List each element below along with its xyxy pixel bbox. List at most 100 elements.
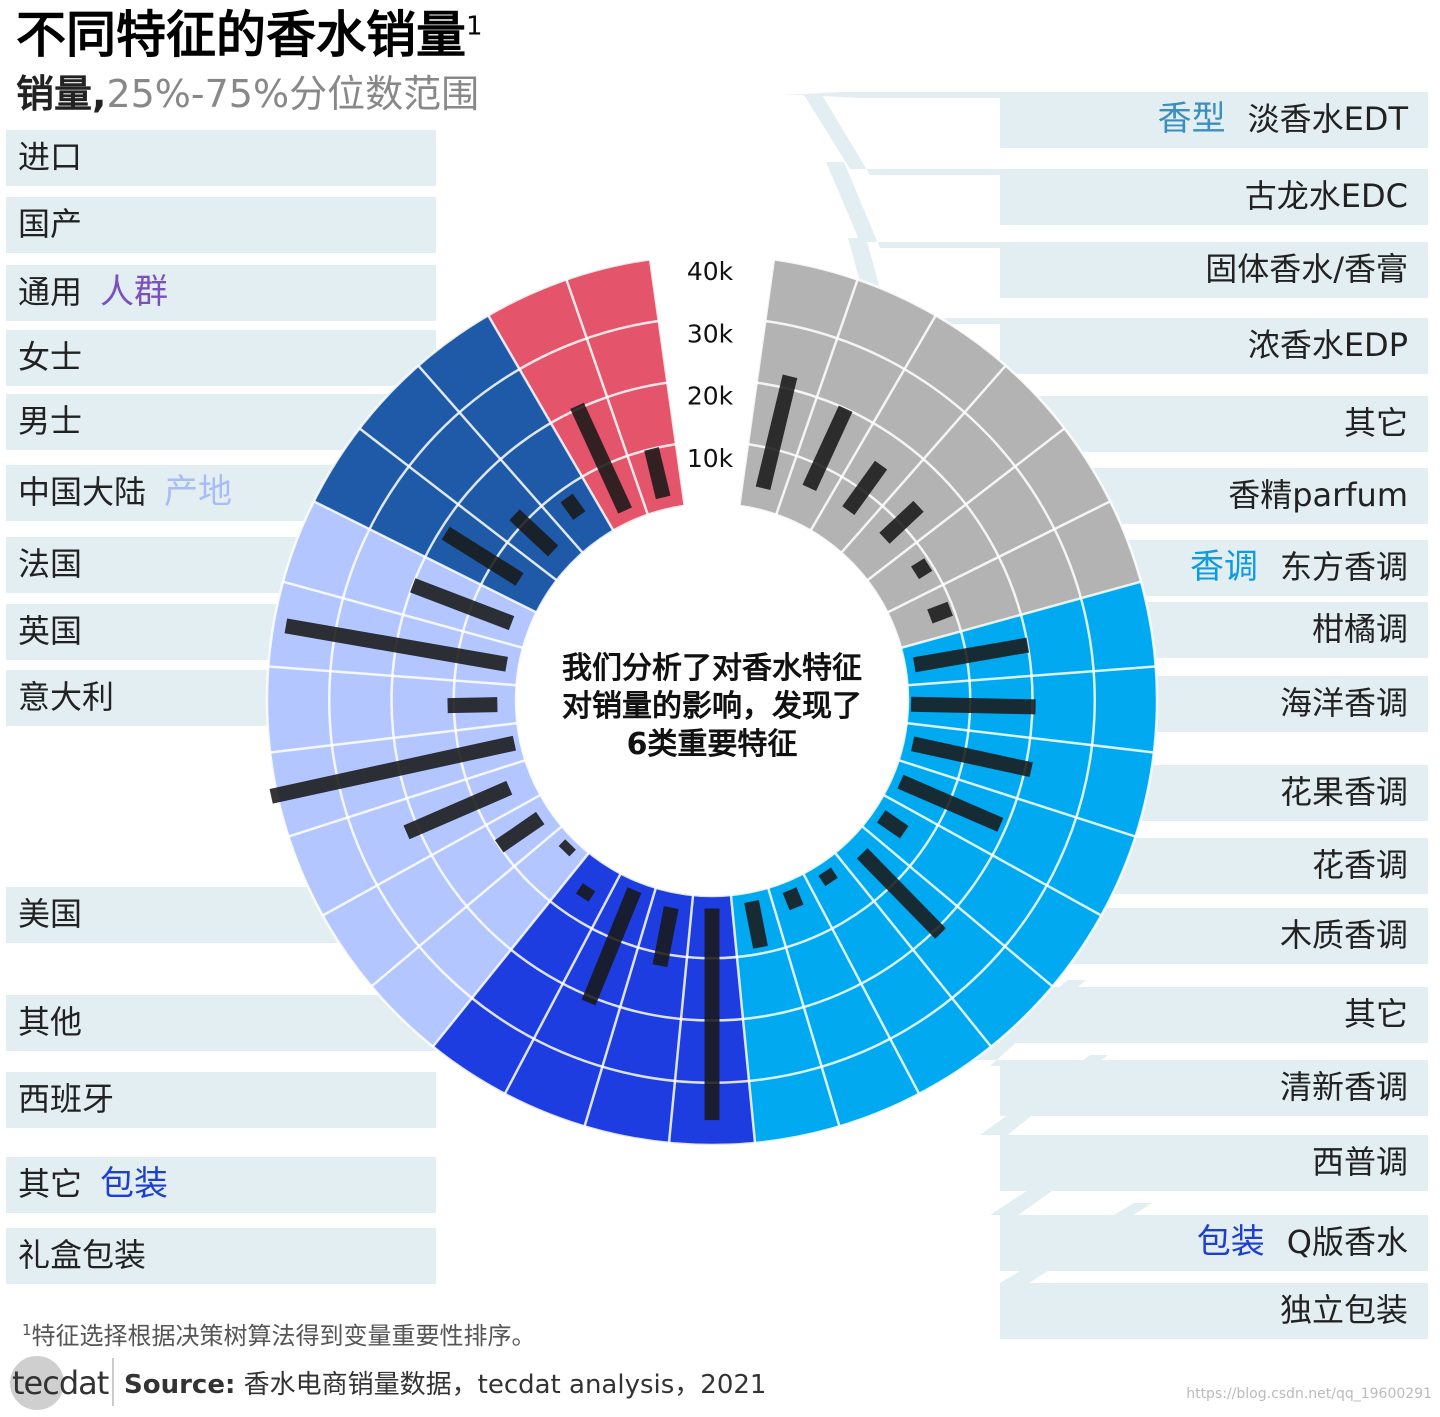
category-label: 独立包装 (1280, 1291, 1408, 1329)
axis-tick-label: 40k (687, 257, 734, 286)
label-band (1000, 242, 1428, 298)
category-label: Q版香水 (1287, 1223, 1408, 1261)
category-label: 通用 (18, 273, 82, 311)
grid-spoke (322, 793, 542, 917)
grid-ring (514, 504, 910, 898)
grid-spoke (431, 851, 591, 1048)
label-band (6, 995, 436, 1051)
grid-spoke (417, 364, 584, 554)
label-band (1000, 987, 1428, 1043)
grid-spoke (766, 887, 841, 1127)
category-label: 中国大陆 (18, 473, 146, 511)
range-bars (269, 374, 1036, 1121)
footnote: 1特征选择根据决策树算法得到变量重要性排序。 (22, 1321, 536, 1350)
category-label: 西班牙 (18, 1080, 114, 1118)
grid-spoke (861, 825, 1054, 988)
grid-spoke (898, 758, 1136, 838)
category-label: 西普调 (1312, 1143, 1408, 1181)
label-leader (1000, 1203, 1428, 1289)
grid-spoke (906, 721, 1155, 754)
category-label: 花香调 (1312, 846, 1408, 884)
grid-spoke (282, 580, 524, 650)
category-label: 美国 (18, 895, 82, 933)
category-label: 清新香调 (1280, 1068, 1408, 1106)
label-band (6, 265, 436, 321)
group-tag-label: 包装 (100, 1164, 168, 1204)
category-label: 进口 (18, 138, 82, 176)
range-bar (509, 509, 559, 557)
range-bar (581, 887, 642, 1006)
range-bar (755, 374, 798, 491)
grid-spoke (833, 851, 993, 1048)
category-label: 柑橘调 (1312, 610, 1408, 648)
range-bar (856, 848, 946, 939)
label-band (1000, 1283, 1428, 1339)
center-text-line: 我们分析了对香水特征 (562, 651, 862, 686)
sector (803, 852, 992, 1094)
grid-ring (265, 258, 1159, 1147)
label-band (1000, 169, 1428, 225)
range-bar (897, 774, 1004, 832)
range-bar (644, 447, 671, 500)
range-bar (911, 558, 933, 580)
range-bar (494, 811, 545, 853)
grid-spoke (886, 500, 1111, 614)
category-label: 海洋香调 (1280, 684, 1408, 722)
logo-divider (112, 1358, 114, 1406)
range-bar (879, 500, 924, 544)
category-label: 其他 (18, 1003, 82, 1041)
center-text-line: 对销量的影响，发现了 (562, 689, 862, 724)
grid-spoke (565, 279, 650, 516)
category-label: 东方香调 (1280, 548, 1408, 586)
grid-spoke (268, 665, 517, 687)
sector (418, 315, 614, 553)
category-label: 花果香调 (1280, 773, 1408, 811)
label-leader (990, 1135, 1428, 1221)
label-band (6, 330, 436, 386)
axis-tick-label: 20k (687, 382, 734, 411)
range-bar (447, 697, 498, 714)
grid-spoke (648, 259, 686, 507)
range-bar (558, 839, 576, 857)
grid-spoke (503, 872, 622, 1095)
axis-tick-label: 30k (687, 319, 734, 348)
page-subtitle: 销量,25%-75%分位数范围 (16, 72, 480, 116)
group-tag-label: 包装 (1197, 1222, 1265, 1262)
range-bar (410, 578, 515, 631)
grid-spoke (269, 721, 518, 754)
grid-spoke (900, 580, 1142, 650)
sector (432, 852, 621, 1094)
axis-ticks: 10k 20k 30k 40k (687, 257, 734, 473)
grid-spoke (774, 279, 859, 516)
grid-spoke (882, 793, 1102, 917)
label-band (6, 1072, 436, 1128)
range-bar (818, 867, 838, 887)
page-title: 不同特征的香水销量1 (16, 6, 483, 64)
category-label: 男士 (18, 402, 82, 440)
category-label: 其它 (1344, 404, 1408, 442)
sector (371, 826, 590, 1047)
range-bar (842, 460, 888, 515)
range-bar (284, 618, 508, 672)
category-label: 木质香调 (1280, 916, 1408, 954)
label-band (6, 197, 436, 253)
range-bar (782, 887, 804, 911)
right-labels: 淡香水EDT香型古龙水EDC固体香水/香膏浓香水EDP其它香精parfum东方香… (1158, 99, 1409, 1329)
group-tag-label: 香型 (1158, 99, 1226, 139)
category-label: 淡香水EDT (1248, 100, 1409, 138)
grid-spoke (667, 894, 695, 1144)
grid-spoke (840, 364, 1007, 554)
grid-spoke (313, 500, 538, 614)
category-label: 国产 (18, 205, 82, 243)
sector (862, 794, 1102, 987)
grid-spoke (866, 427, 1066, 582)
grid-spoke (802, 872, 921, 1095)
category-label: 古龙水EDC (1245, 177, 1408, 215)
category-label: 浓香水EDP (1248, 326, 1408, 364)
grid-spoke (583, 887, 658, 1127)
sector (768, 873, 920, 1127)
tecdat-logo: tecdat (8, 1356, 109, 1410)
grid-spoke (288, 758, 526, 838)
